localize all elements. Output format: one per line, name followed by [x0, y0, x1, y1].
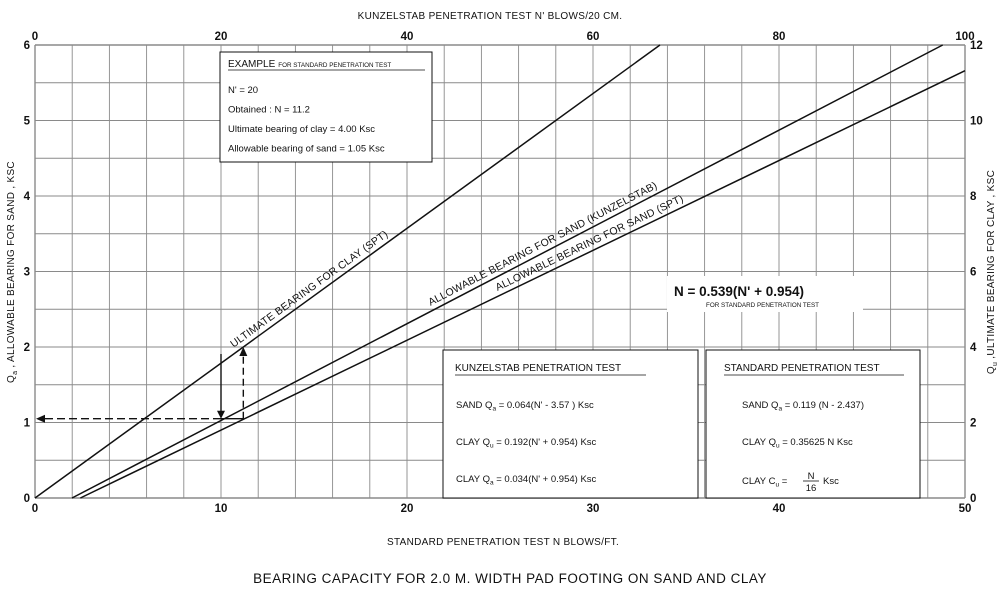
example-line: Obtained : N = 11.2	[228, 105, 310, 116]
right-tick-label: 6	[970, 267, 976, 279]
right-tick-label: 12	[970, 40, 983, 52]
kunzelstab-title: KUNZELSTAB PENETRATION TEST	[455, 363, 621, 374]
series-line-2	[71, 44, 944, 499]
example-line: Ultimate bearing of clay = 4.00 Ksc	[228, 124, 375, 135]
arrow-left	[36, 414, 45, 423]
fraction-denominator: 16	[806, 483, 817, 494]
top-tick-label: 80	[773, 31, 786, 43]
bottom-tick-label: 40	[773, 503, 786, 515]
left-tick-label: 3	[24, 267, 30, 279]
spt-row: CLAY Cu =	[742, 476, 788, 489]
fraction-unit: Ksc	[823, 476, 839, 487]
left-tick-label: 1	[24, 418, 31, 430]
correlation-equation: N = 0.539(N' + 0.954)	[674, 284, 804, 299]
right-tick-label: 2	[970, 418, 976, 430]
spt-row: CLAY Qu = 0.35625 N Ksc	[742, 437, 853, 450]
curve-label-sand-kunzelstab: ALLOWABLE BEARING FOR SAND (KUNZELSTAB)	[426, 180, 659, 309]
series-line-3	[80, 69, 966, 499]
top-tick-label: 60	[587, 31, 600, 43]
arrow-up	[239, 347, 248, 356]
kunzelstab-row: CLAY Qa = 0.034(N' + 0.954) Ksc	[456, 474, 597, 487]
bottom-tick-label: 20	[401, 503, 414, 515]
bottom-tick-label: 50	[959, 503, 972, 515]
example-line: N' = 20	[228, 85, 258, 96]
example-title: EXAMPLE FOR STANDARD PENETRATION TEST	[228, 59, 391, 70]
top-tick-label: 0	[32, 31, 38, 43]
series-line-1	[34, 44, 661, 499]
spt-row: SAND Qa = 0.119 (N - 2.437)	[742, 400, 864, 413]
chart-title: BEARING CAPACITY FOR 2.0 M. WIDTH PAD FO…	[253, 571, 767, 586]
left-tick-label: 4	[24, 191, 31, 203]
curves	[34, 44, 966, 499]
equation-box	[667, 276, 863, 312]
top-tick-label: 40	[401, 31, 414, 43]
bottom-axis-label: STANDARD PENETRATION TEST N BLOWS/FT.	[387, 537, 619, 548]
annotation-boxes: EXAMPLE FOR STANDARD PENETRATION TEST N' =…	[219, 51, 921, 499]
kunzelstab-row: CLAY Qu = 0.192(N' + 0.954) Ksc	[456, 437, 597, 450]
top-axis-label: KUNZELSTAB PENETRATION TEST N' BLOWS/20 …	[358, 11, 623, 22]
right-tick-label: 10	[970, 116, 983, 128]
left-tick-label: 5	[24, 116, 31, 128]
bottom-tick-label: 30	[587, 503, 600, 515]
left-tick-label: 2	[24, 342, 30, 354]
curve-labels: ULTIMATE BEARING FOR CLAY (SPT) ALLOWABLE…	[228, 180, 685, 351]
bottom-tick-label: 10	[215, 503, 228, 515]
kunzelstab-row: SAND Qa = 0.064(N' - 3.57 ) Ksc	[456, 400, 594, 413]
example-path	[36, 347, 248, 423]
example-line: Allowable bearing of sand = 1.05 Ksc	[228, 144, 385, 155]
left-tick-label: 6	[24, 40, 30, 52]
fraction-numerator: N	[808, 471, 815, 482]
right-axis-label: Qu ,ULTIMATE BEARING FOR CLAY , KSC	[986, 170, 999, 374]
correlation-note: FOR STANDARD PENETRATION TEST	[706, 302, 819, 309]
right-tick-label: 4	[970, 342, 977, 354]
curve-label-clay: ULTIMATE BEARING FOR CLAY (SPT)	[228, 228, 390, 350]
spt-title: STANDARD PENETRATION TEST	[724, 363, 880, 374]
bottom-tick-label: 0	[32, 503, 38, 515]
top-tick-label: 100	[955, 31, 974, 43]
right-tick-label: 0	[970, 493, 976, 505]
right-tick-label: 8	[970, 191, 977, 203]
left-axis-label: Qa , ALLOWABLE BEARING FOR SAND , KSC	[6, 161, 19, 383]
top-tick-label: 20	[215, 31, 228, 43]
curve-label-sand-spt: ALLOWABLE BEARING FOR SAND (SPT)	[494, 193, 686, 294]
arrow-down	[217, 410, 225, 419]
left-tick-label: 0	[24, 493, 30, 505]
